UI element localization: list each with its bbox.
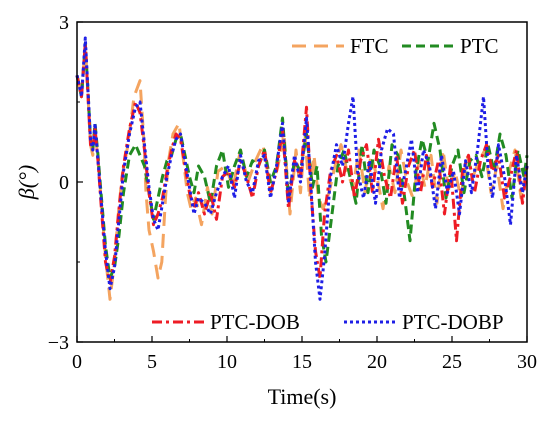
legend-label-ptc: PTC [460,34,499,58]
legend-label-ptc-dob: PTC-DOB [210,310,300,334]
series-layer [75,36,529,301]
series-line-ptc-dobp [75,36,529,301]
x-tick-label: 30 [517,351,537,373]
series-line-ptc-dob [75,41,529,285]
x-tick-label: 10 [217,351,237,373]
x-tick-label: 20 [367,351,387,373]
y-axis-label: β(°) [14,165,39,200]
x-tick-label: 15 [292,351,312,373]
x-tick-label: 5 [147,351,157,373]
y-tick-label: 3 [59,12,69,34]
y-tick-label: 0 [59,172,69,194]
legend-label-ftc: FTC [350,34,389,58]
x-tick-label: 0 [72,351,82,373]
x-axis-label: Time(s) [268,384,337,409]
legend-label-ptc-dobp: PTC-DOBP [402,310,504,334]
legend: FTC PTC PTC-DOB PTC-DOBP [152,34,504,334]
x-tick-label: 25 [442,351,462,373]
y-tick-label: −3 [48,332,69,354]
